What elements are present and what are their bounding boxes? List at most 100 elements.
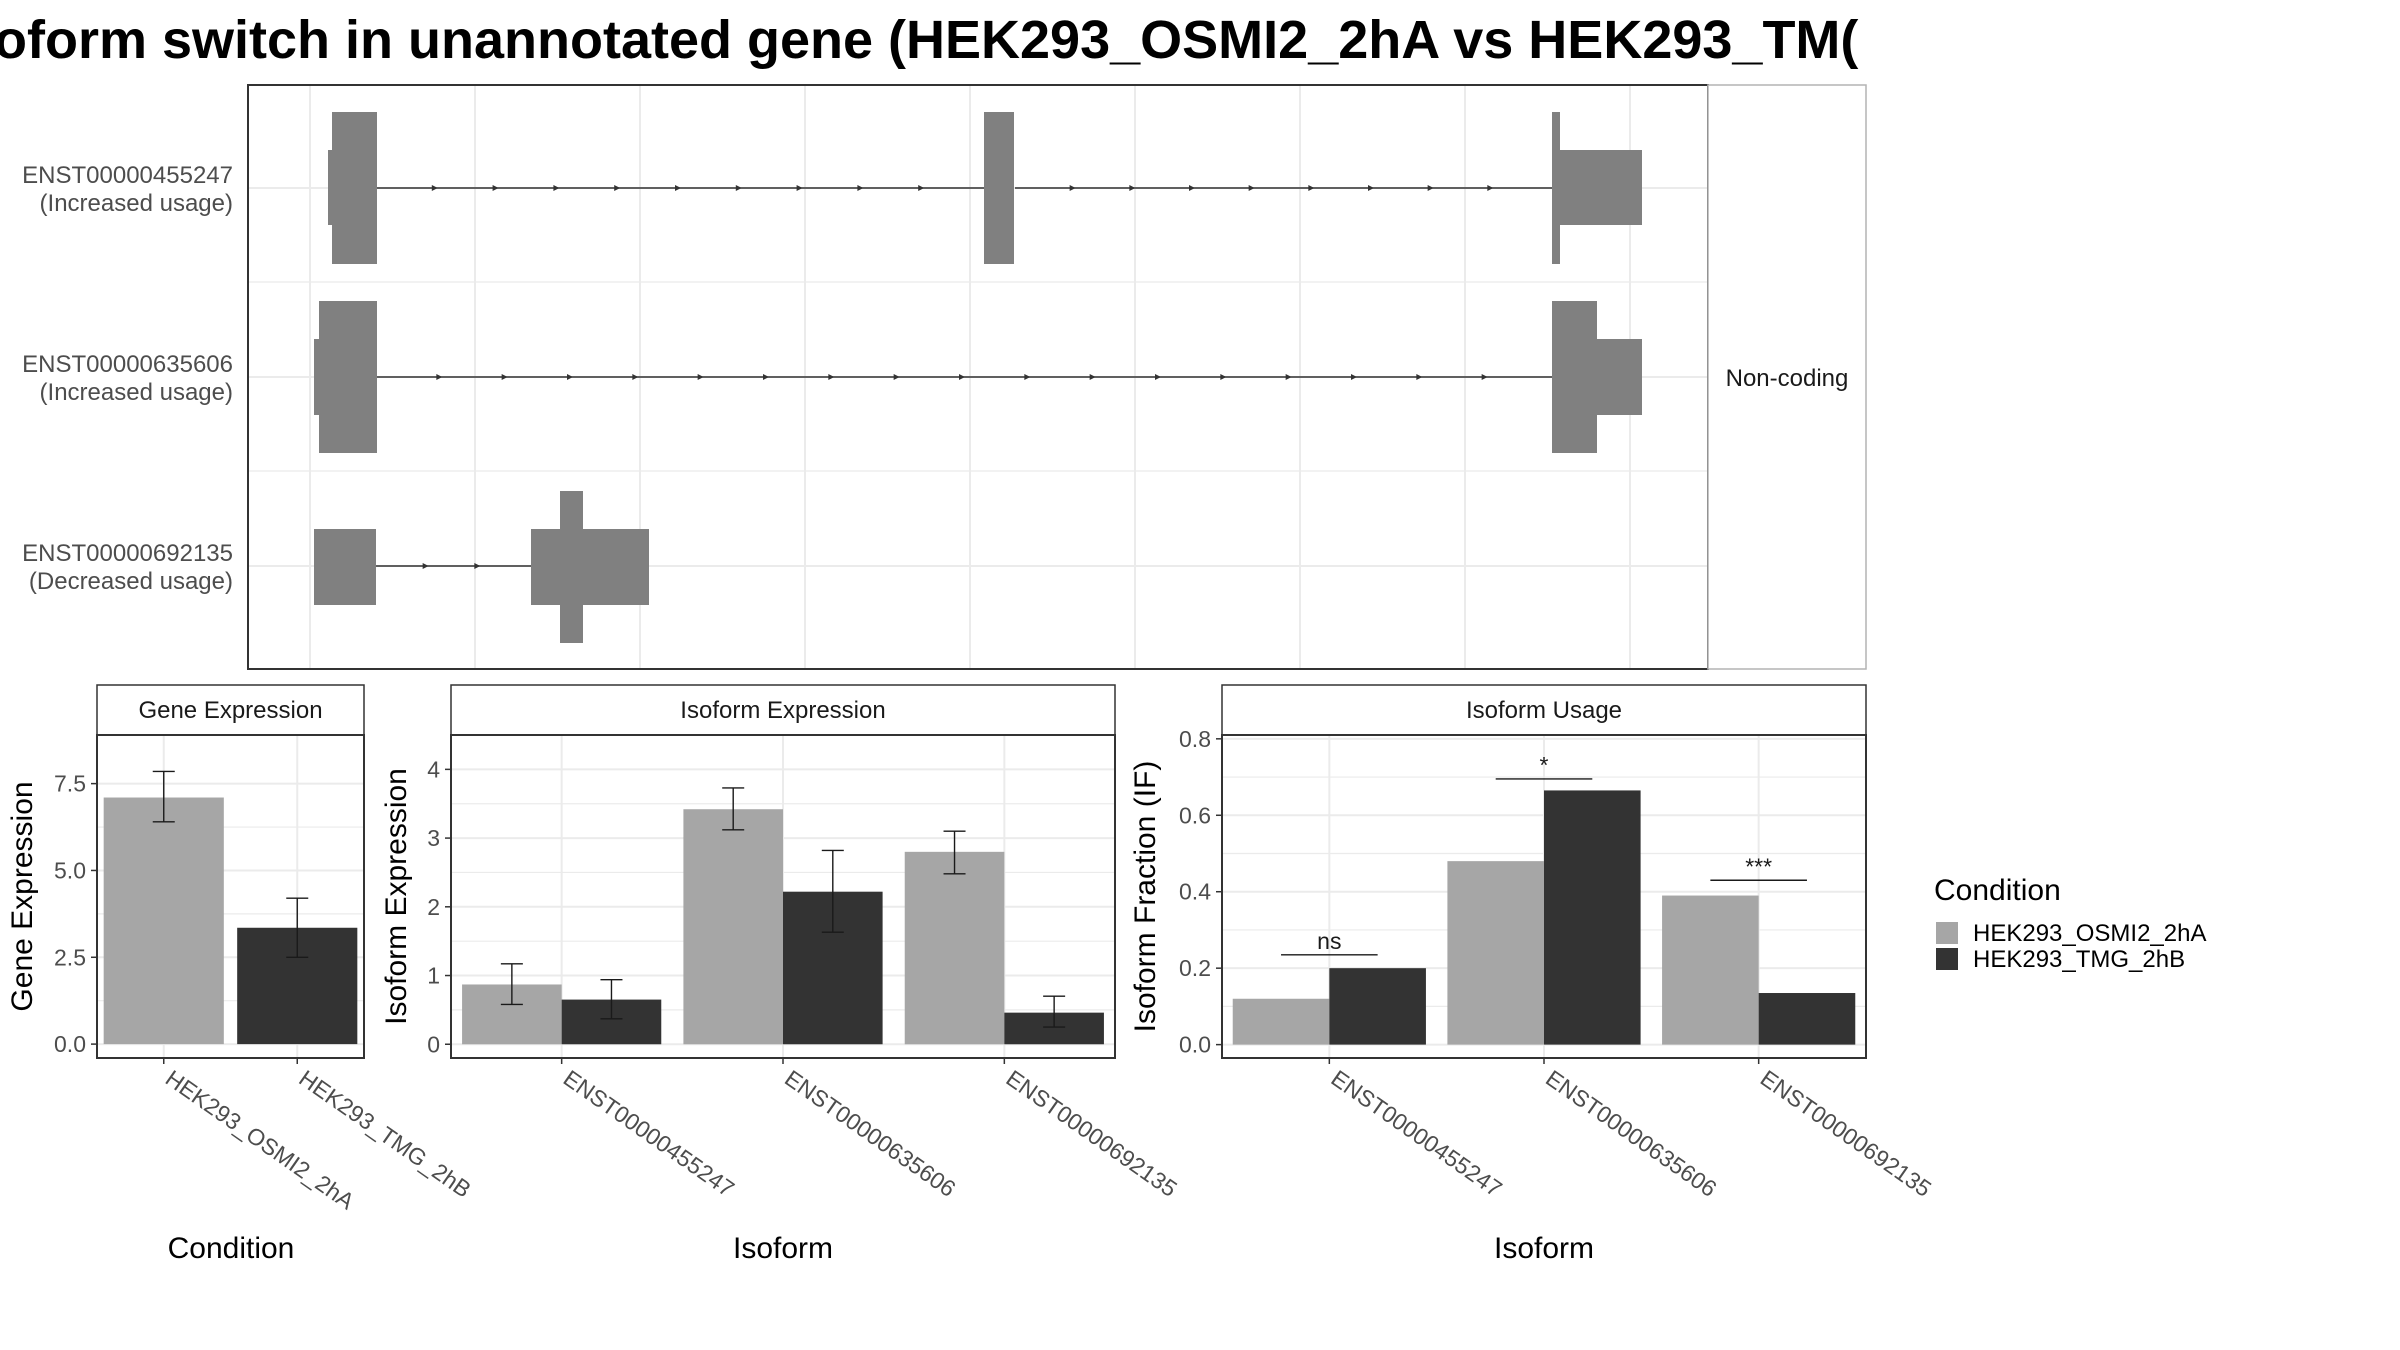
intron-arrow [501, 374, 508, 380]
exon-block [332, 112, 377, 264]
intron-arrow [632, 374, 639, 380]
intron-arrow [553, 185, 560, 191]
panel-border [96, 734, 365, 1059]
intron-arrow [1351, 374, 1357, 380]
transcript-ENST00000692135 [314, 491, 649, 643]
x-tick-label: ENST00000455247 [559, 1065, 739, 1202]
bar [1232, 998, 1330, 1045]
exon-block [328, 150, 332, 225]
panel-strip [96, 684, 365, 736]
transcript-id-label: ENST00000635606 [22, 351, 233, 378]
y-tick-label: 5.0 [54, 857, 86, 883]
intron-arrow [1487, 185, 1494, 191]
x-axis-title: Condition [168, 1232, 295, 1265]
significance-label: * [1540, 752, 1549, 778]
intron-arrow [1427, 185, 1434, 191]
intron-arrow [763, 374, 769, 380]
gene-structure-panel: Non-coding ENST00000455247(Increased usag… [22, 84, 1867, 670]
intron-arrow [436, 374, 443, 380]
intron-arrow [675, 185, 681, 191]
transcript-id-label: ENST00000455247 [22, 162, 233, 189]
intron-arrow [1155, 374, 1161, 380]
intron-arrow [1308, 185, 1315, 191]
exon-block [1597, 339, 1642, 415]
exon-block [1552, 112, 1560, 264]
intron-arrow [1189, 185, 1195, 191]
legend-swatch [1936, 922, 1958, 944]
legend-title: Condition [1934, 874, 2061, 907]
intron-arrow [1368, 185, 1374, 191]
intron-arrow [697, 374, 704, 380]
legend-item-label: HEK293_TMG_2hB [1973, 946, 2185, 973]
bar [1662, 895, 1759, 1045]
exon-block [583, 529, 649, 605]
x-tick-label: ENST00000455247 [1326, 1065, 1506, 1202]
exon-block [319, 301, 377, 453]
x-tick-label: ENST00000635606 [1541, 1065, 1721, 1202]
facet-strip [1707, 84, 1867, 670]
significance-label: ns [1317, 928, 1341, 954]
exon-block [1560, 150, 1642, 225]
transcript-ENST00000635606 [314, 301, 1642, 453]
intron-arrow [1481, 374, 1488, 380]
y-tick-label: 1 [427, 963, 440, 989]
y-tick-label: 2.5 [54, 944, 86, 970]
transcript-id-label: ENST00000692135 [22, 540, 233, 567]
intron-arrow [567, 374, 573, 380]
intron-arrow [735, 185, 742, 191]
exon-block [1552, 301, 1597, 453]
y-tick-label: 3 [427, 825, 440, 851]
intron-arrow [796, 185, 803, 191]
y-tick-label: 4 [427, 756, 440, 782]
intron-arrow [1416, 374, 1423, 380]
intron-arrow [431, 185, 438, 191]
x-tick-label: ENST00000692135 [1756, 1065, 1936, 1202]
intron-arrow [1089, 374, 1096, 380]
exon-block [314, 529, 376, 605]
bar [904, 851, 1005, 1045]
transcript-ENST00000455247 [328, 112, 1642, 264]
y-tick-label: 0.8 [1179, 726, 1211, 752]
y-axis-title: Isoform Fraction (IF) [1129, 761, 1162, 1033]
legend-item-label: HEK293_OSMI2_2hA [1973, 920, 2206, 947]
transcript-usage-label: (Decreased usage) [29, 568, 233, 595]
bar [683, 809, 783, 1045]
intron-arrow [1024, 374, 1031, 380]
bar [103, 797, 224, 1045]
panel-strip [450, 684, 1116, 736]
y-tick-label: 0 [427, 1031, 440, 1057]
y-tick-label: 0.4 [1179, 879, 1211, 905]
y-tick-label: 0.6 [1179, 802, 1211, 828]
panel-strip-title: Isoform Expression [680, 697, 885, 724]
y-axis-title: Isoform Expression [380, 768, 413, 1025]
bar [1544, 790, 1641, 1045]
transcript-usage-label: (Increased usage) [40, 190, 233, 217]
intron-arrow [614, 185, 621, 191]
x-axis-title: Isoform [733, 1232, 833, 1265]
intron-arrow [474, 563, 481, 569]
intron-arrow [1285, 374, 1292, 380]
x-tick-label: ENST00000692135 [1001, 1065, 1181, 1202]
exon-block [560, 491, 583, 643]
intron-arrow [492, 185, 499, 191]
intron-arrow [1248, 185, 1255, 191]
intron-arrow [893, 374, 900, 380]
figure-title: oform switch in unannotated gene (HEK293… [0, 10, 1858, 70]
panel-strip [1221, 684, 1867, 736]
intron-arrow [1129, 185, 1136, 191]
y-tick-label: 7.5 [54, 771, 86, 797]
intron-arrow [959, 374, 965, 380]
x-axis-title: Isoform [1494, 1232, 1594, 1265]
y-tick-label: 0.0 [54, 1031, 86, 1057]
x-tick-label: ENST00000635606 [780, 1065, 960, 1202]
isoform-usage-panel: Isoform Usage0.00.20.40.60.8ns****ENST00… [1129, 684, 1936, 1265]
bar [1758, 993, 1856, 1045]
intron-arrow [1069, 185, 1076, 191]
facet-strip-label: Non-coding [1726, 365, 1849, 392]
y-tick-label: 0.0 [1179, 1032, 1211, 1058]
exon-block [531, 529, 560, 605]
intron-arrow [828, 374, 835, 380]
bar [1329, 968, 1426, 1045]
